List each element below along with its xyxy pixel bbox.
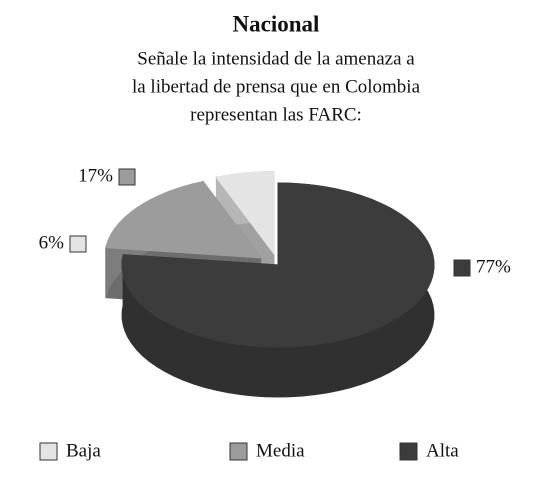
pie-slice	[105, 181, 262, 259]
legend-label: Media	[256, 440, 305, 461]
legend-swatch	[39, 442, 58, 461]
chart-subtitle: la libertad de prensa que en Colombia	[132, 76, 421, 97]
legend-swatch	[399, 442, 418, 461]
label-swatch	[453, 259, 471, 277]
legend-label: Alta	[426, 440, 459, 461]
chart-subtitle: Señale la intensidad de la amenaza a	[137, 48, 415, 69]
label-swatch	[118, 168, 136, 186]
chart-title: Nacional	[233, 11, 320, 36]
legend-swatch	[229, 442, 248, 461]
data-label: 6%	[39, 232, 65, 253]
data-label: 77%	[476, 256, 511, 277]
data-label: 17%	[78, 165, 113, 186]
legend-label: Baja	[66, 440, 101, 461]
pie-slice	[121, 182, 435, 348]
pie-slice	[215, 171, 275, 256]
label-swatch	[69, 235, 87, 253]
chart-subtitle: representan las FARC:	[190, 104, 362, 125]
